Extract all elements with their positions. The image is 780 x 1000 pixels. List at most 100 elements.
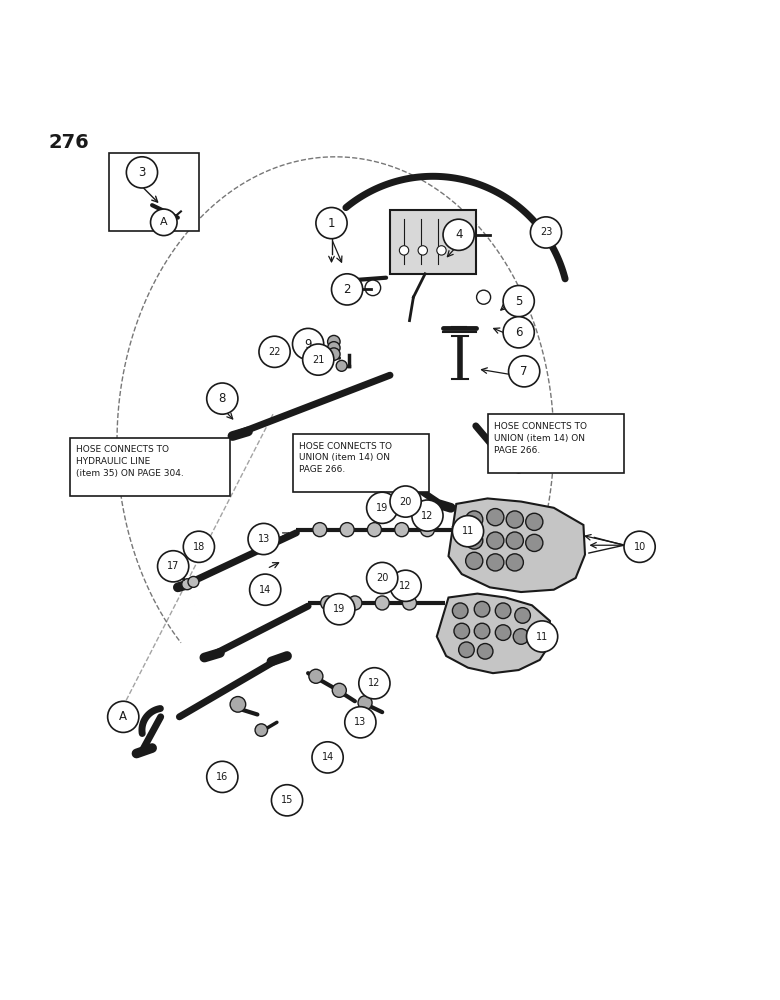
Circle shape	[420, 523, 434, 537]
Circle shape	[359, 668, 390, 699]
Text: 276: 276	[48, 133, 89, 152]
Circle shape	[513, 629, 529, 644]
Circle shape	[466, 532, 483, 549]
Circle shape	[328, 348, 340, 360]
Circle shape	[452, 516, 484, 547]
Circle shape	[390, 570, 421, 601]
Bar	[109, 153, 199, 231]
Circle shape	[358, 696, 372, 710]
Circle shape	[459, 642, 474, 658]
Circle shape	[466, 552, 483, 569]
Circle shape	[207, 383, 238, 414]
Text: 11: 11	[536, 632, 548, 642]
Circle shape	[526, 621, 558, 652]
Text: 12: 12	[368, 678, 381, 688]
Circle shape	[503, 317, 534, 348]
Text: 3: 3	[139, 167, 145, 177]
Text: 20: 20	[376, 573, 388, 583]
Circle shape	[324, 594, 355, 625]
Text: 16: 16	[216, 772, 229, 782]
Circle shape	[108, 701, 139, 732]
Circle shape	[399, 246, 409, 255]
Circle shape	[375, 596, 389, 610]
Circle shape	[367, 492, 398, 523]
Circle shape	[259, 336, 290, 367]
Circle shape	[303, 344, 334, 375]
Circle shape	[495, 625, 511, 640]
Text: A: A	[119, 710, 127, 723]
Circle shape	[487, 509, 504, 526]
Circle shape	[332, 683, 346, 697]
Circle shape	[321, 596, 335, 610]
Circle shape	[309, 669, 323, 683]
Circle shape	[395, 523, 409, 537]
Bar	[390, 210, 476, 274]
Circle shape	[348, 596, 362, 610]
Text: 17: 17	[167, 561, 179, 571]
Circle shape	[526, 534, 543, 551]
Circle shape	[477, 290, 491, 304]
Text: 23: 23	[540, 227, 552, 237]
Circle shape	[487, 532, 504, 549]
Circle shape	[624, 531, 655, 562]
Circle shape	[271, 785, 303, 816]
Circle shape	[328, 335, 340, 348]
Circle shape	[128, 158, 156, 186]
Text: 14: 14	[321, 752, 334, 762]
Text: 21: 21	[312, 355, 324, 365]
Circle shape	[248, 523, 279, 555]
Circle shape	[328, 342, 340, 354]
Circle shape	[365, 280, 381, 296]
Circle shape	[506, 532, 523, 549]
Circle shape	[530, 217, 562, 248]
Circle shape	[126, 157, 158, 188]
Text: 10: 10	[633, 542, 646, 552]
Circle shape	[207, 761, 238, 792]
Text: 14: 14	[259, 585, 271, 595]
Circle shape	[340, 523, 354, 537]
Text: A: A	[160, 217, 168, 227]
Text: 12: 12	[421, 511, 434, 521]
Text: 7: 7	[520, 365, 528, 378]
Circle shape	[474, 601, 490, 617]
Circle shape	[495, 603, 511, 619]
Circle shape	[336, 360, 347, 371]
Text: 13: 13	[257, 534, 270, 544]
Circle shape	[332, 274, 363, 305]
Circle shape	[506, 511, 523, 528]
Circle shape	[390, 486, 421, 517]
Circle shape	[255, 724, 268, 736]
Circle shape	[151, 209, 177, 236]
Circle shape	[158, 551, 189, 582]
Text: 19: 19	[376, 503, 388, 513]
Circle shape	[487, 554, 504, 571]
Text: 12: 12	[399, 581, 412, 591]
Circle shape	[515, 608, 530, 623]
Text: 13: 13	[354, 717, 367, 727]
Polygon shape	[448, 498, 585, 592]
Text: 22: 22	[268, 347, 281, 357]
Circle shape	[412, 500, 443, 531]
Circle shape	[454, 623, 470, 639]
Circle shape	[345, 707, 376, 738]
Text: 19: 19	[333, 604, 346, 614]
Text: 9: 9	[304, 338, 312, 351]
Circle shape	[312, 742, 343, 773]
Text: 8: 8	[218, 392, 226, 405]
Circle shape	[503, 286, 534, 317]
Circle shape	[230, 697, 246, 712]
Text: 18: 18	[193, 542, 205, 552]
Circle shape	[182, 579, 193, 590]
Text: 3: 3	[138, 166, 146, 179]
Circle shape	[313, 523, 327, 537]
Circle shape	[367, 562, 398, 594]
Circle shape	[452, 603, 468, 619]
Circle shape	[466, 511, 483, 528]
Text: 11: 11	[462, 526, 474, 536]
Circle shape	[506, 554, 523, 571]
Circle shape	[509, 356, 540, 387]
Circle shape	[443, 219, 474, 250]
Circle shape	[402, 596, 417, 610]
Circle shape	[183, 531, 214, 562]
Text: 1: 1	[328, 217, 335, 230]
